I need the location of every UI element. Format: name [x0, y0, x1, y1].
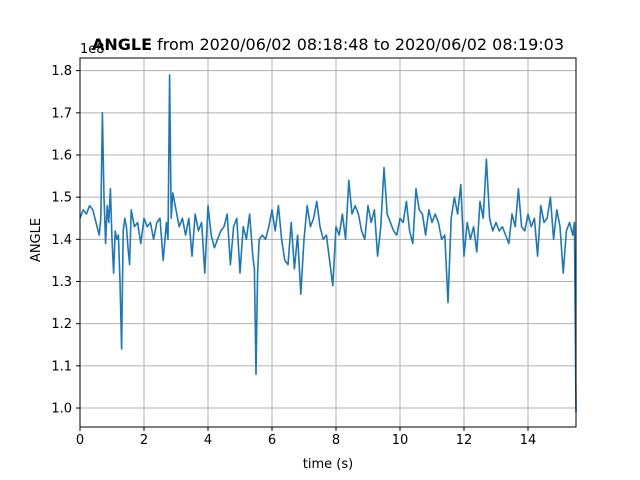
- x-tick-label: 4: [204, 433, 212, 448]
- y-axis-ticks: 1.0 1.1 1.2 1.3 1.4 1.5 1.6 1.7 1.8: [51, 64, 80, 417]
- y-tick-label: 1.6: [51, 148, 72, 163]
- x-tick-label: 10: [392, 433, 409, 448]
- y-axis-label: ANGLE: [29, 218, 44, 262]
- x-tick-label: 14: [520, 433, 537, 448]
- x-tick-label: 6: [268, 433, 276, 448]
- chart-title-rest: from 2020/06/02 08:18:48 to 2020/06/02 0…: [152, 35, 564, 54]
- y-offset-label: 1e8: [80, 42, 105, 57]
- x-tick-label: 8: [332, 433, 340, 448]
- plot-frame: [79, 57, 577, 428]
- series-line: [79, 74, 577, 413]
- y-tick-label: 1.4: [51, 233, 72, 248]
- y-tick-label: 1.7: [51, 106, 72, 121]
- chart-title: ANGLE from 2020/06/02 08:18:48 to 2020/0…: [92, 35, 564, 54]
- x-tick-label: 0: [76, 433, 84, 448]
- y-tick-label: 1.8: [51, 64, 72, 79]
- x-tick-label: 2: [140, 433, 148, 448]
- y-tick-label: 1.5: [51, 191, 72, 206]
- y-tick-label: 1.2: [51, 317, 72, 332]
- chart-title-bold: ANGLE: [92, 35, 152, 54]
- grid: [79, 58, 576, 427]
- y-tick-label: 1.3: [51, 275, 72, 290]
- series-layer: [79, 74, 577, 413]
- x-axis-ticks: 0 2 4 6 8 10 12 14: [76, 427, 536, 448]
- y-tick-label: 1.0: [51, 402, 72, 417]
- y-tick-label: 1.1: [51, 359, 72, 374]
- x-axis-label: time (s): [303, 457, 353, 472]
- x-tick-label: 12: [456, 433, 473, 448]
